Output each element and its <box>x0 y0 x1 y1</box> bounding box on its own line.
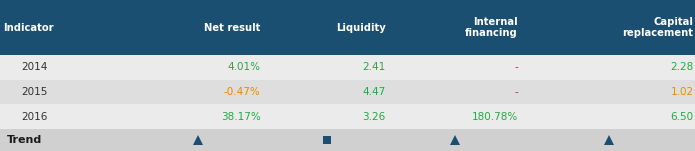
Text: -0.47%: -0.47% <box>224 87 261 97</box>
Bar <box>0 80 695 104</box>
Text: Trend: Trend <box>7 135 42 145</box>
Text: -: - <box>514 62 518 72</box>
Bar <box>0 129 695 151</box>
Text: Internal
financing: Internal financing <box>465 17 518 38</box>
Text: 4.01%: 4.01% <box>228 62 261 72</box>
Text: 3.26: 3.26 <box>363 112 386 122</box>
Text: 2016: 2016 <box>21 112 47 122</box>
Text: Indicator: Indicator <box>3 22 54 33</box>
Text: -: - <box>514 87 518 97</box>
Text: 2.28: 2.28 <box>671 62 694 72</box>
Text: Net result: Net result <box>204 22 261 33</box>
Bar <box>0 55 695 80</box>
Text: 2.41: 2.41 <box>363 62 386 72</box>
Text: 6.50: 6.50 <box>671 112 694 122</box>
Text: Liquidity: Liquidity <box>336 22 386 33</box>
Text: Capital
replacement: Capital replacement <box>623 17 694 38</box>
Bar <box>0 104 695 129</box>
Text: 180.78%: 180.78% <box>471 112 518 122</box>
Bar <box>0 0 695 55</box>
Text: 4.47: 4.47 <box>363 87 386 97</box>
Text: 38.17%: 38.17% <box>221 112 261 122</box>
Text: 1.02: 1.02 <box>671 87 694 97</box>
Text: 2014: 2014 <box>21 62 47 72</box>
Text: 2015: 2015 <box>21 87 47 97</box>
